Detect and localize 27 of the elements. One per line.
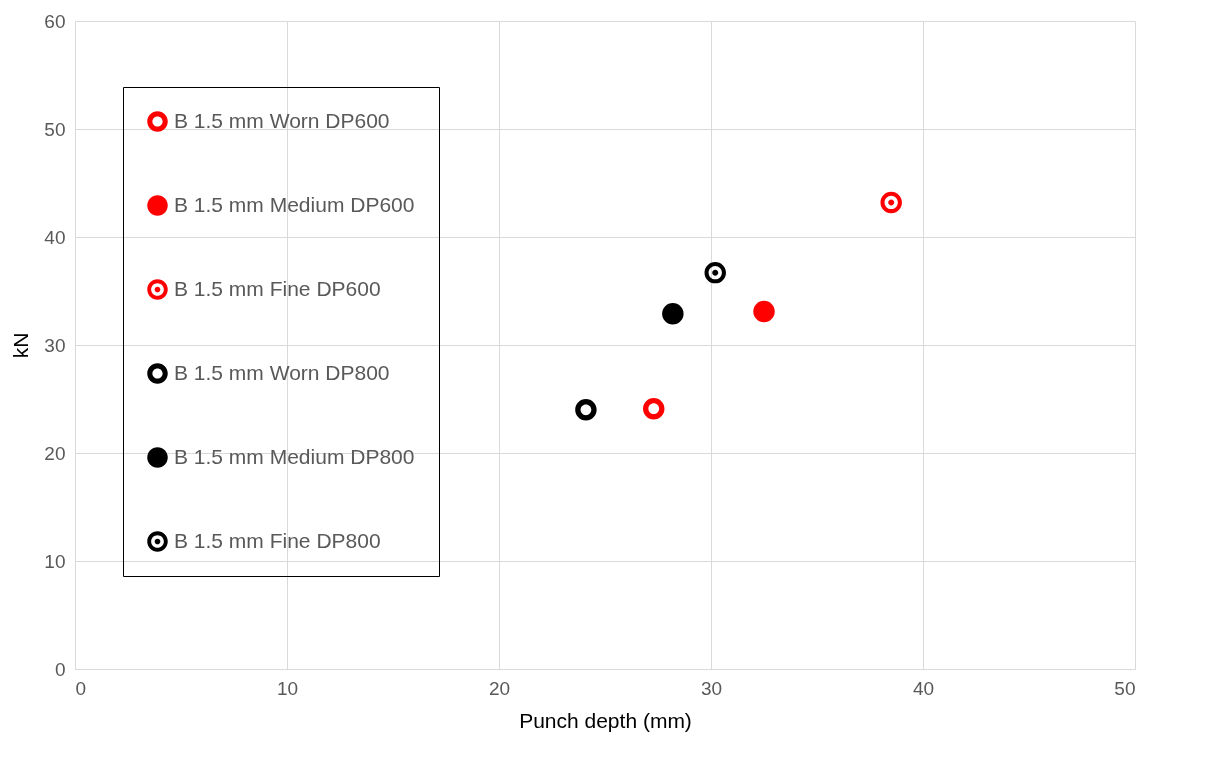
point: [662, 302, 684, 325]
y-tick-label: 30: [44, 334, 66, 356]
x-axis-title: Punch depth (mm): [519, 708, 692, 732]
point: [880, 191, 902, 214]
y-axis-title: kN: [9, 332, 33, 359]
legend-label: B 1.5 mm Medium DP800: [174, 444, 415, 468]
y-tick-label: 50: [44, 118, 66, 140]
legend-label: B 1.5 mm Fine DP800: [174, 528, 381, 552]
y-tick-label: 60: [44, 10, 66, 32]
y-tick-label: 0: [54, 658, 66, 680]
x-tick-label: 10: [276, 677, 299, 699]
legend-label: B 1.5 mm Fine DP600: [174, 276, 381, 300]
x-tick-label: 0: [75, 677, 87, 699]
y-tick-label: 40: [44, 226, 66, 248]
x-tick-label: 50: [1114, 677, 1136, 699]
x-tick-label: 40: [912, 677, 935, 699]
legend-label: B 1.5 mm Worn DP800: [174, 360, 390, 384]
y-tick-label: 20: [44, 442, 66, 464]
point: [704, 261, 726, 284]
legend-label: B 1.5 mm Worn DP600: [174, 108, 390, 132]
point: [575, 399, 597, 421]
x-tick-label: 30: [700, 677, 723, 699]
y-tick-label: 10: [44, 550, 66, 572]
point: [643, 398, 665, 420]
legend-label: B 1.5 mm Medium DP600: [174, 192, 415, 216]
point: [753, 300, 775, 323]
x-tick-label: 20: [488, 677, 511, 699]
